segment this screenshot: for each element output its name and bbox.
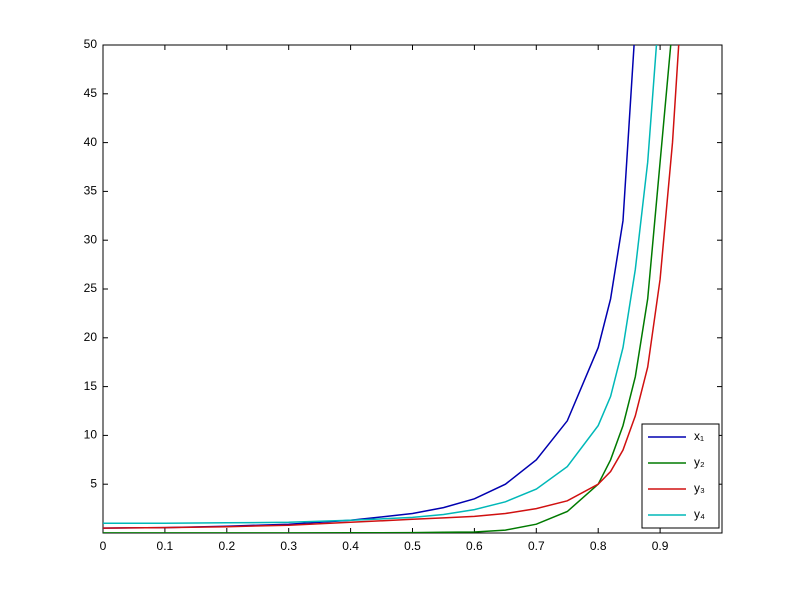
y-tick-label: 15 — [84, 379, 98, 393]
x-tick-label: 0.4 — [342, 539, 359, 553]
y-tick-label: 35 — [84, 184, 98, 198]
x-tick-label: 0.3 — [280, 539, 297, 553]
y-tick-label: 25 — [84, 281, 98, 295]
legend-label: y₄ — [694, 507, 705, 521]
x-tick-label: 0.8 — [590, 539, 607, 553]
plot-area — [102, 44, 723, 534]
x-tick-label: 0.7 — [528, 539, 545, 553]
legend-label: y₃ — [694, 481, 705, 495]
x-tick-label: 0.9 — [652, 539, 669, 553]
legend-box — [641, 423, 720, 529]
x-tick-label: 0.5 — [404, 539, 421, 553]
x-tick-label: 0.6 — [466, 539, 483, 553]
x-tick-label: 0.2 — [218, 539, 235, 553]
series-line — [103, 45, 672, 533]
y-tick-label: 10 — [84, 428, 98, 442]
y-tick-label: 20 — [84, 330, 98, 344]
y-tick-label: 5 — [90, 476, 97, 490]
legend-label: y₂ — [694, 455, 705, 469]
y-tick-label: 45 — [84, 86, 98, 100]
series-line — [103, 45, 680, 529]
y-tick-label: 40 — [84, 135, 98, 149]
plot-lines — [103, 45, 680, 533]
y-tick-label: 50 — [84, 37, 98, 51]
x-tick-label: 0.1 — [157, 539, 174, 553]
x-tick-label: 0 — [100, 539, 107, 553]
series-line — [103, 45, 658, 524]
legend-label: x₁ — [694, 429, 704, 443]
y-tick-label: 30 — [84, 232, 98, 246]
